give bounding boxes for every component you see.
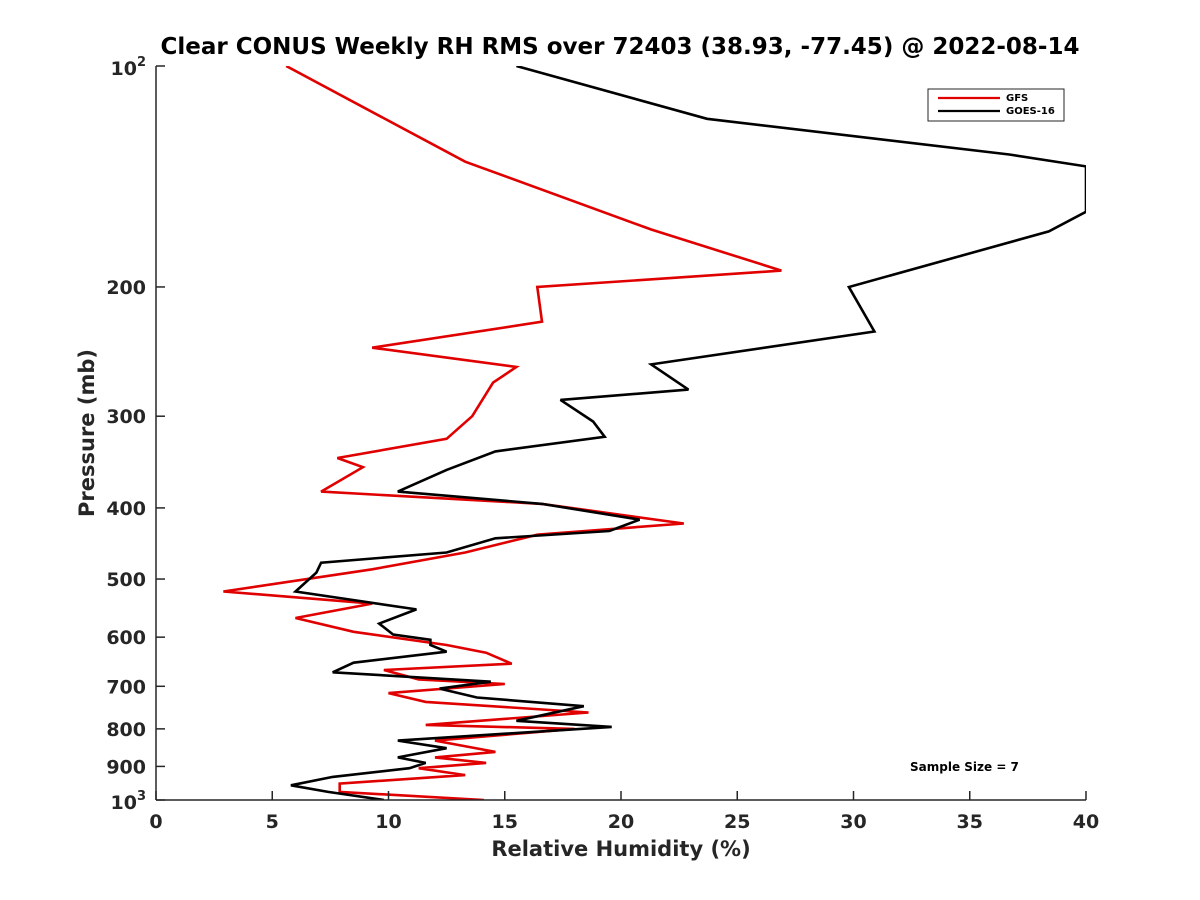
x-axis-label: Relative Humidity (%) <box>491 837 750 861</box>
chart-title: Clear CONUS Weekly RH RMS over 72403 (38… <box>161 34 1080 60</box>
y-tick-label: 600 <box>106 627 146 649</box>
x-tick-label: 25 <box>724 811 750 833</box>
legend-box <box>927 88 1065 122</box>
x-tick-label: 10 <box>375 811 401 833</box>
x-tick-label: 30 <box>840 811 866 833</box>
y-tick-label: 500 <box>106 569 146 591</box>
x-tick-label: 20 <box>608 811 634 833</box>
y-tick-label: 400 <box>106 498 146 520</box>
y-tick-label: 200 <box>106 277 146 299</box>
x-tick-label: 15 <box>492 811 518 833</box>
y-tick-label: 900 <box>106 756 146 778</box>
series-line-gfs <box>223 66 782 800</box>
x-tick-label: 5 <box>266 811 279 833</box>
y-tick-label: 300 <box>106 406 146 428</box>
y-ticks: 102 200 300 400 500 600 700 800 900 103 <box>106 55 165 814</box>
y-tick-label: 700 <box>106 676 146 698</box>
series-line-goes16 <box>290 66 1086 800</box>
legend-label-gfs: GFS <box>1006 93 1028 104</box>
sample-size-annotation: Sample Size = 7 <box>910 760 1019 774</box>
y-axis-label: Pressure (mb) <box>75 349 99 517</box>
y-tick-label: 800 <box>106 719 146 741</box>
legend: GFS GOES-16 <box>927 88 1065 122</box>
y-tick-label: 103 <box>111 789 147 814</box>
x-tick-label: 40 <box>1073 811 1099 833</box>
y-tick-label: 102 <box>111 55 147 80</box>
x-ticks: 0 5 10 15 20 25 30 35 40 <box>149 791 1099 833</box>
x-tick-label: 35 <box>957 811 983 833</box>
legend-label-goes16: GOES-16 <box>1006 106 1055 117</box>
series-lines <box>223 66 1086 800</box>
x-tick-label: 0 <box>149 811 162 833</box>
